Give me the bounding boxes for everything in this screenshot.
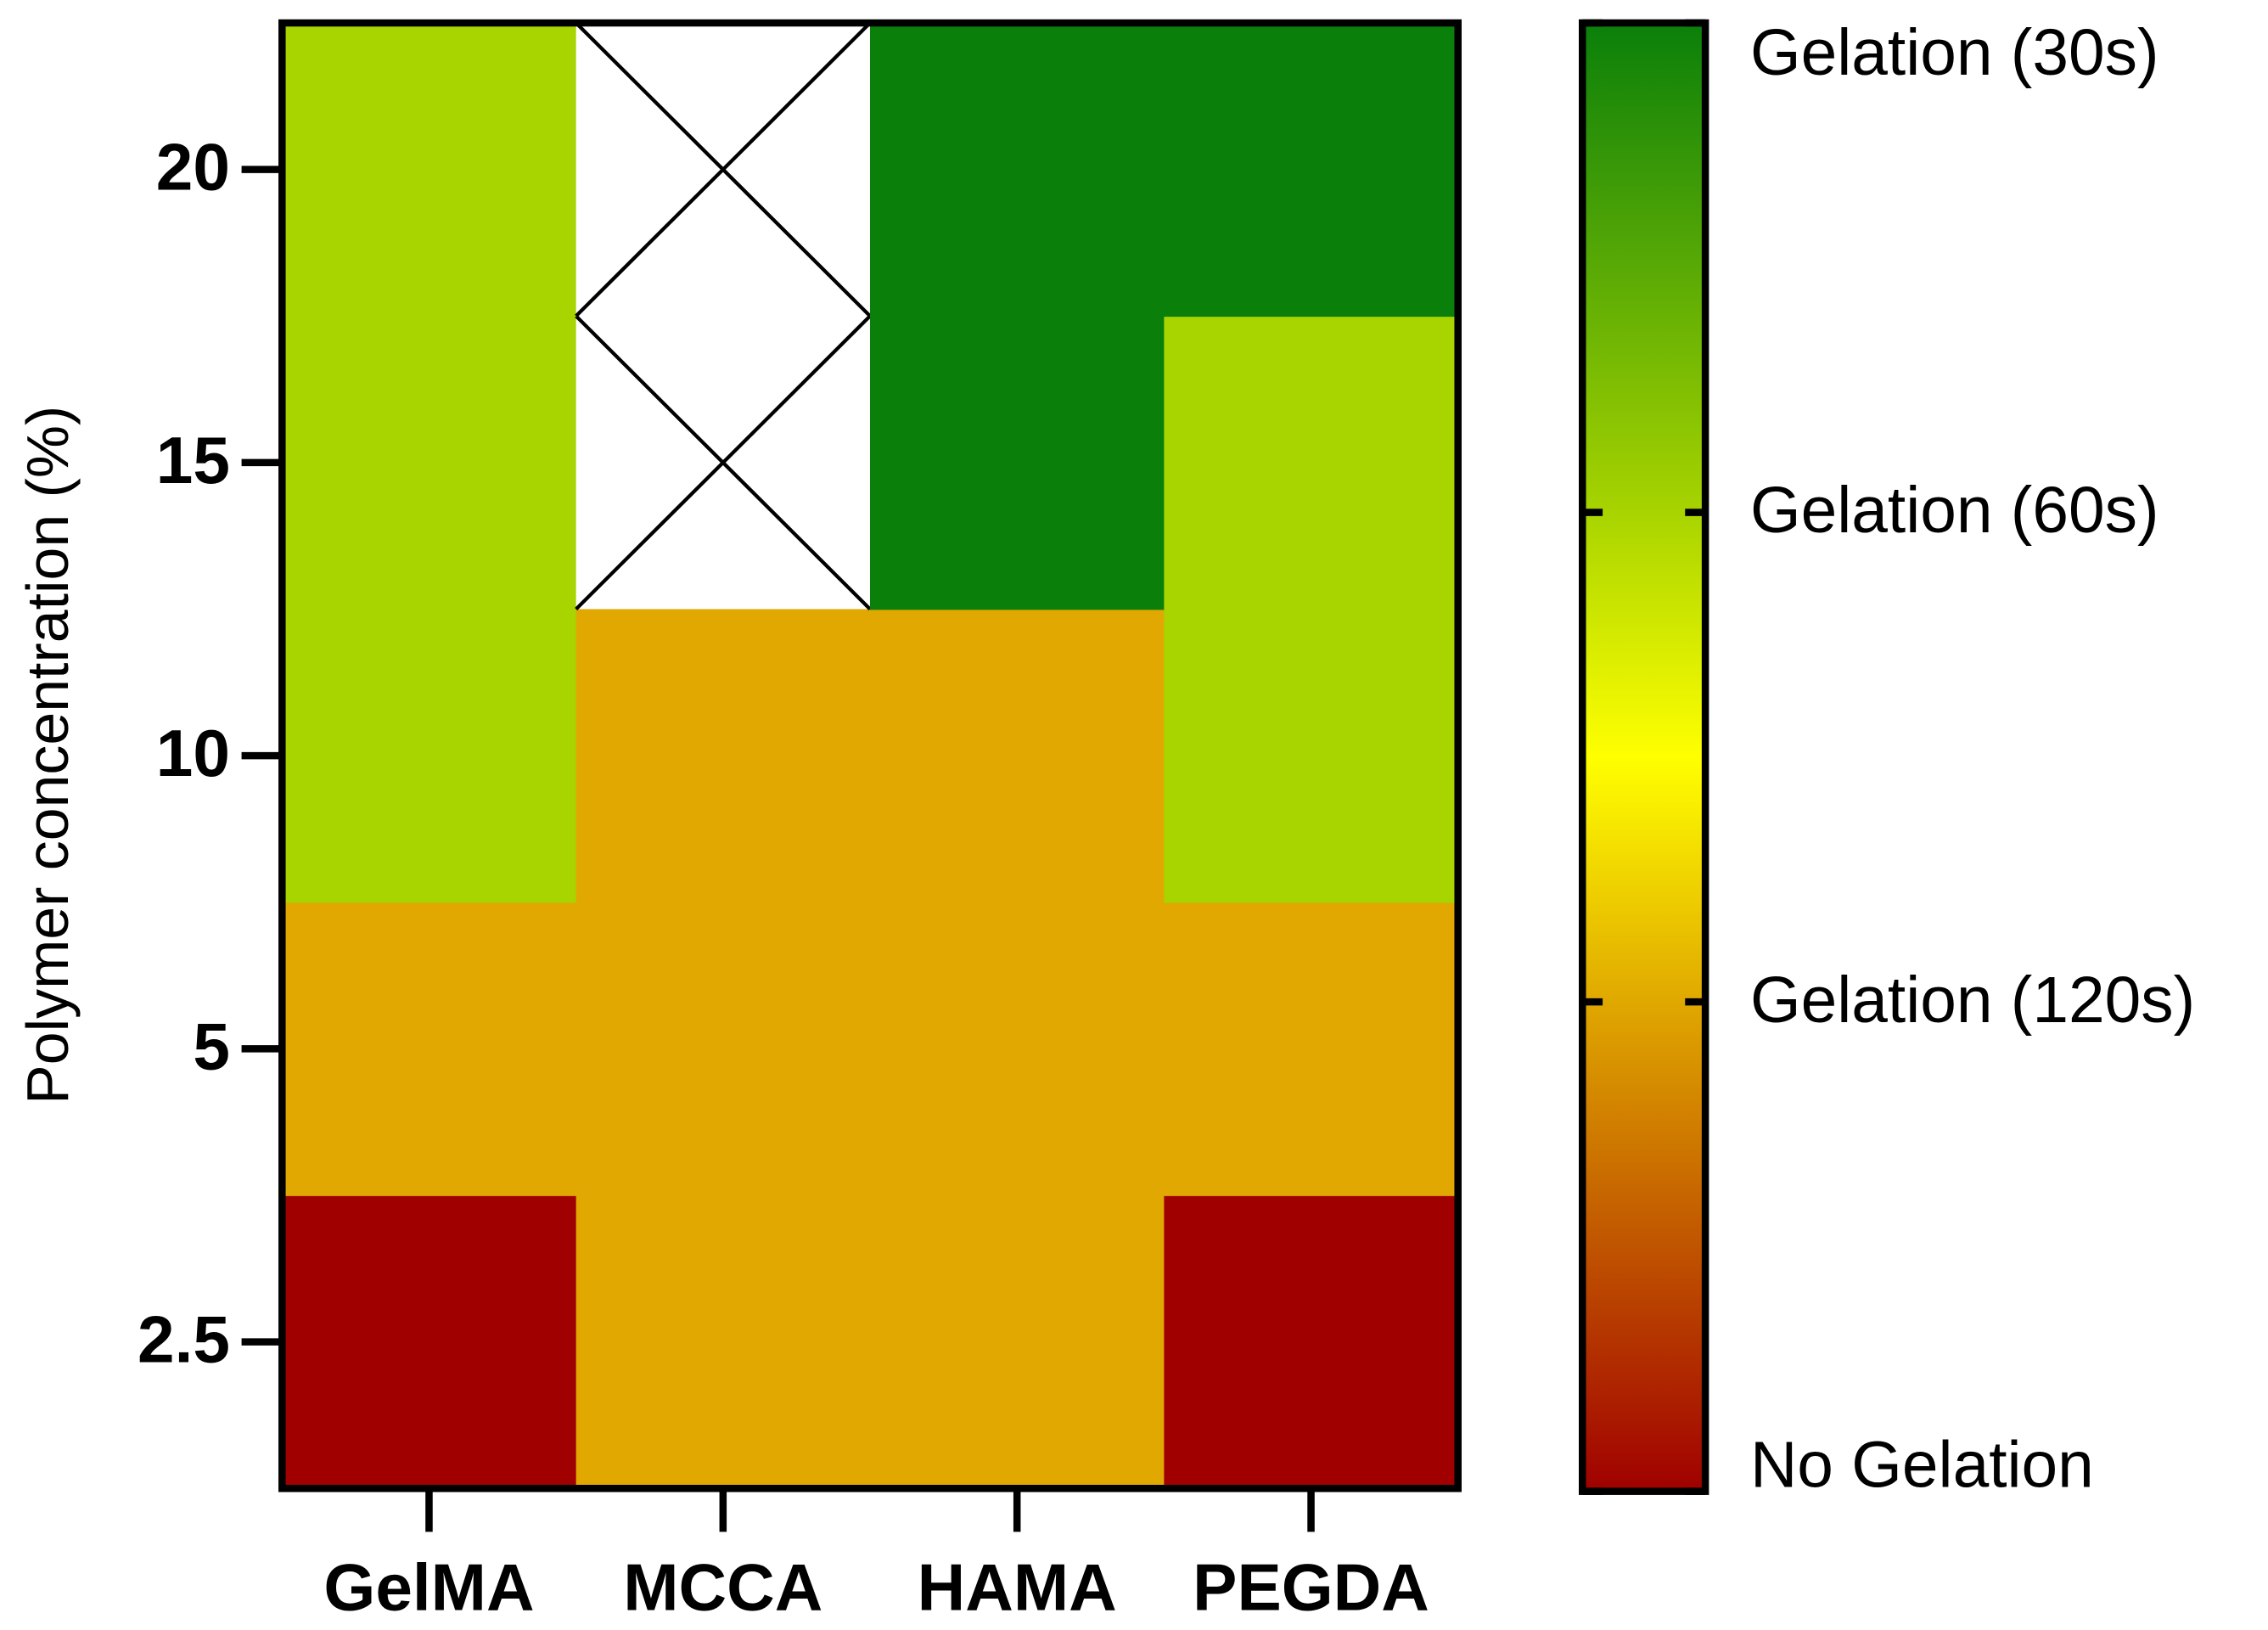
- heatmap-cell: [870, 902, 1165, 1196]
- heatmap-cell: [1164, 609, 1459, 903]
- colorbar-frame: [1579, 19, 1709, 1495]
- x-tick-label: GelMA: [323, 1550, 534, 1625]
- y-tick-label: 2.5: [138, 1302, 230, 1377]
- colorbar: [1582, 23, 1706, 1492]
- heatmap-cell: [1164, 1195, 1459, 1490]
- heatmap-cell: [1164, 23, 1459, 318]
- colorbar-label: Gelation (60s): [1750, 475, 2159, 547]
- x-tick-label: HAMA: [918, 1550, 1117, 1625]
- x-tick-label: PEGDA: [1193, 1550, 1429, 1625]
- heatmap-cell: [1164, 316, 1459, 610]
- heatmap-cell: [282, 1195, 577, 1490]
- heatmap-cell: [282, 316, 577, 610]
- heatmap-cell: [870, 316, 1165, 610]
- heatmap-cell: [870, 1195, 1165, 1490]
- heatmap-cell: [870, 23, 1165, 318]
- empty-cross: [575, 21, 872, 318]
- y-tick-label: 10: [156, 716, 230, 790]
- heatmap-cell: [575, 1195, 871, 1490]
- y-axis-label: Polymer concentration (%): [14, 406, 81, 1104]
- heatmap-cell: [1164, 902, 1459, 1196]
- y-tick-label: 20: [156, 130, 230, 205]
- heatmap-cell: [282, 609, 577, 903]
- heatmap-cell: [870, 609, 1165, 903]
- heatmap-cell: [282, 23, 577, 318]
- colorbar-label: Gelation (30s): [1750, 17, 2159, 89]
- x-tick-label: MCCA: [623, 1550, 822, 1625]
- plot-frame: [278, 19, 1462, 1492]
- heatmap-cell: [282, 902, 577, 1196]
- empty-cross: [575, 314, 872, 611]
- heatmap-cell: [575, 609, 871, 903]
- colorbar-label: No Gelation: [1750, 1429, 2094, 1501]
- heatmap-cell: [575, 902, 871, 1196]
- y-tick-label: 15: [156, 423, 230, 497]
- colorbar-label: Gelation (120s): [1750, 964, 2195, 1037]
- y-tick-label: 5: [193, 1009, 230, 1083]
